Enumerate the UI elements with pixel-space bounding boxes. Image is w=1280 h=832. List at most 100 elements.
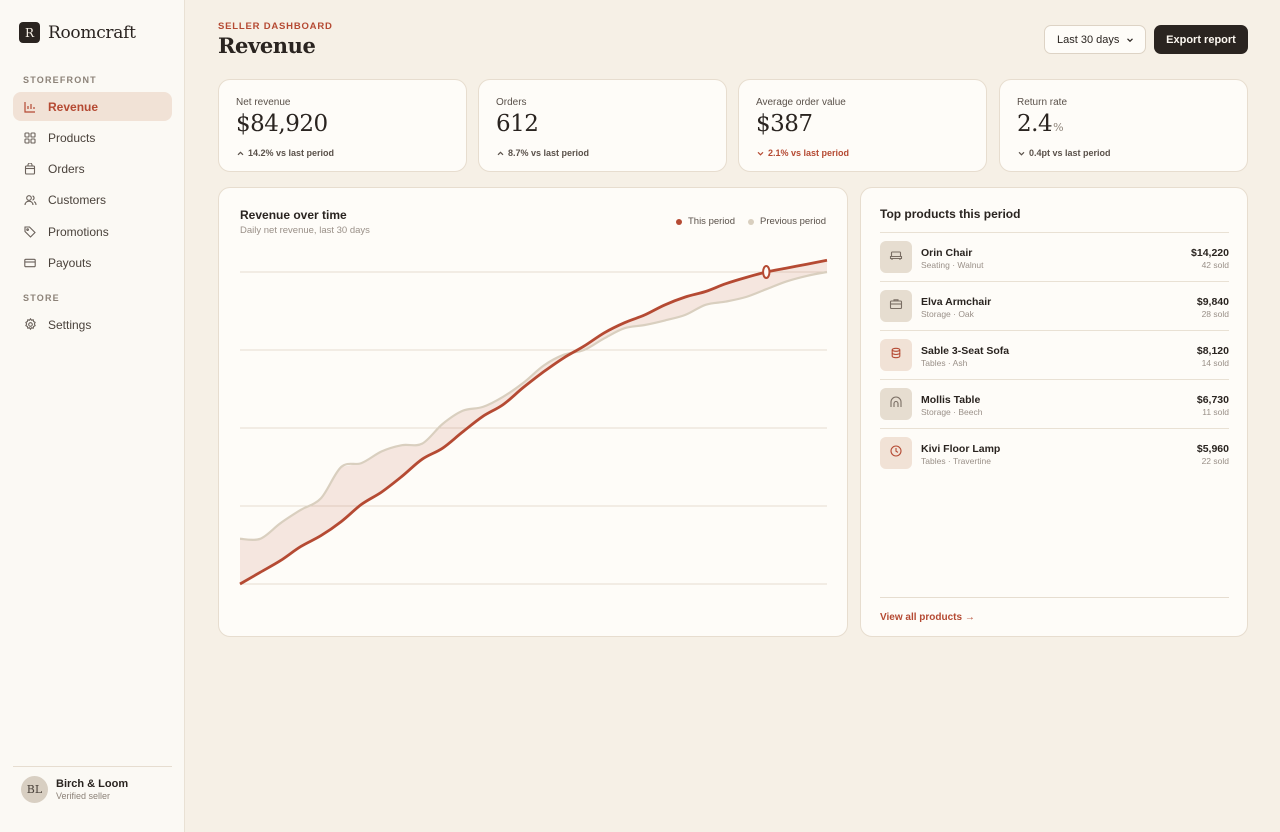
product-thumbnail	[880, 388, 912, 420]
cylinder-icon	[889, 346, 903, 365]
top-products-title: Top products this period	[880, 207, 1021, 221]
chevron-down-icon	[1126, 35, 1134, 47]
product-meta: Seating · Walnut	[921, 260, 984, 270]
page-eyebrow: SELLER DASHBOARD	[218, 21, 333, 32]
brand[interactable]: R Roomcraft	[19, 22, 136, 43]
chevron-up-icon	[236, 149, 245, 158]
product-sold: 14 sold	[1201, 358, 1229, 368]
product-sold: 42 sold	[1201, 260, 1229, 270]
tag-icon	[23, 225, 37, 239]
sidebar-item-products[interactable]: Products	[13, 123, 172, 152]
chart-hover-marker[interactable]	[762, 265, 771, 279]
chart-difference-band	[240, 260, 827, 584]
sidebar-item-promotions[interactable]: Promotions	[13, 217, 172, 246]
brand-name: Roomcraft	[48, 22, 136, 43]
series-line-this-period	[239, 258, 828, 586]
kpi-delta: 2.1% vs last period	[756, 148, 849, 158]
sidebar: R Roomcraft STOREFRONT Revenue Products …	[0, 0, 185, 832]
arch-icon	[889, 395, 903, 414]
sidebar-item-revenue[interactable]: Revenue	[13, 92, 172, 121]
kpi-label: Average order value	[756, 97, 846, 108]
sidebar-item-settings[interactable]: Settings	[13, 310, 172, 339]
legend-dot	[747, 218, 754, 225]
sidebar-item-label: Revenue	[48, 99, 99, 114]
sidebar-item-customers[interactable]: Customers	[13, 185, 172, 214]
product-row[interactable]: Sable 3-Seat Sofa Tables · Ash $8,120 14…	[880, 330, 1229, 379]
gear-icon	[23, 318, 37, 332]
product-thumbnail	[880, 437, 912, 469]
kpi-value: $84,920	[236, 111, 328, 137]
product-revenue: $8,120	[1196, 345, 1229, 357]
brand-logo-icon: R	[19, 22, 40, 43]
sidebar-item-label: Settings	[48, 317, 92, 332]
product-sold: 22 sold	[1201, 456, 1229, 466]
product-meta: Tables · Travertine	[921, 456, 991, 466]
product-sold: 28 sold	[1201, 309, 1229, 319]
legend-dot	[675, 218, 682, 225]
clock-icon	[889, 444, 903, 463]
sidebar-item-label: Orders	[48, 161, 85, 176]
chart-legend: This period Previous period	[663, 216, 826, 227]
product-revenue: $6,730	[1196, 394, 1229, 406]
kpi-value: 2.4%	[1017, 111, 1064, 137]
chart-title: Revenue over time	[240, 208, 347, 222]
export-report-button[interactable]: Export report	[1154, 25, 1248, 54]
briefcase-icon	[889, 297, 903, 316]
product-row[interactable]: Mollis Table Storage · Beech $6,730 11 s…	[880, 379, 1229, 428]
product-thumbnail	[880, 290, 912, 322]
kpi-card-return-rate: Return rate 2.4% 0.4pt vs last period	[999, 79, 1248, 172]
product-name: Kivi Floor Lamp	[921, 443, 1001, 455]
product-meta: Storage · Oak	[921, 309, 974, 319]
chevron-up-icon	[496, 149, 505, 158]
kpi-delta: 8.7% vs last period	[496, 148, 589, 158]
bar-chart-icon	[23, 100, 37, 114]
product-thumbnail	[880, 339, 912, 371]
chevron-down-icon	[1017, 149, 1026, 158]
kpi-delta: 0.4pt vs last period	[1017, 148, 1111, 158]
sidebar-item-label: Customers	[48, 192, 107, 207]
user-name: Birch & Loom	[56, 778, 129, 790]
product-name: Mollis Table	[921, 394, 981, 406]
chart-subtitle: Daily net revenue, last 30 days	[240, 225, 370, 236]
kpi-label: Net revenue	[236, 97, 291, 108]
kpi-card-net-revenue: Net revenue $84,920 14.2% vs last period	[218, 79, 467, 172]
product-meta: Storage · Beech	[921, 407, 983, 417]
sidebar-item-label: Products	[48, 130, 96, 145]
sidebar-item-label: Promotions	[48, 224, 109, 239]
date-range-label: Last 30 days	[1057, 33, 1120, 46]
kpi-unit: %	[1053, 121, 1064, 134]
product-name: Orin Chair	[921, 247, 973, 259]
product-row[interactable]: Elva Armchair Storage · Oak $9,840 28 so…	[880, 281, 1229, 330]
sidebar-item-orders[interactable]: Orders	[13, 154, 172, 183]
product-revenue: $5,960	[1196, 443, 1229, 455]
kpi-label: Orders	[496, 97, 527, 108]
section-label-storefront: STOREFRONT	[23, 75, 97, 85]
product-name: Sable 3-Seat Sofa	[921, 345, 1010, 357]
revenue-line-chart	[239, 258, 828, 586]
product-revenue: $9,840	[1196, 296, 1229, 308]
sidebar-item-label: Payouts	[48, 255, 92, 270]
grid-icon	[23, 131, 37, 145]
date-range-select[interactable]: Last 30 days	[1044, 25, 1146, 54]
chart-plot-area	[239, 258, 828, 586]
legend-item-previous-period: Previous period	[747, 216, 826, 227]
product-revenue: $14,220	[1191, 247, 1229, 259]
kpi-value: $387	[756, 111, 813, 137]
bag-icon	[23, 162, 37, 176]
view-all-products-link[interactable]: View all products →	[880, 612, 975, 623]
product-thumbnail	[880, 241, 912, 273]
user-role: Verified seller	[56, 791, 111, 801]
sidebar-item-payouts[interactable]: Payouts	[13, 248, 172, 277]
chevron-down-icon	[756, 149, 765, 158]
product-row[interactable]: Kivi Floor Lamp Tables · Travertine $5,9…	[880, 428, 1229, 477]
avatar: BL	[21, 776, 48, 803]
kpi-card-orders: Orders 612 8.7% vs last period	[478, 79, 727, 172]
user-profile[interactable]: BL Birch & Loom Verified seller	[21, 776, 128, 803]
legend-item-this-period: This period	[675, 216, 735, 227]
users-icon	[23, 193, 37, 207]
page-title: Revenue	[218, 33, 316, 58]
product-row[interactable]: Orin Chair Seating · Walnut $14,220 42 s…	[880, 232, 1229, 281]
kpi-card-average-order-value: Average order value $387 2.1% vs last pe…	[738, 79, 987, 172]
series-line-previous-period	[239, 270, 828, 542]
kpi-label: Return rate	[1017, 97, 1068, 108]
